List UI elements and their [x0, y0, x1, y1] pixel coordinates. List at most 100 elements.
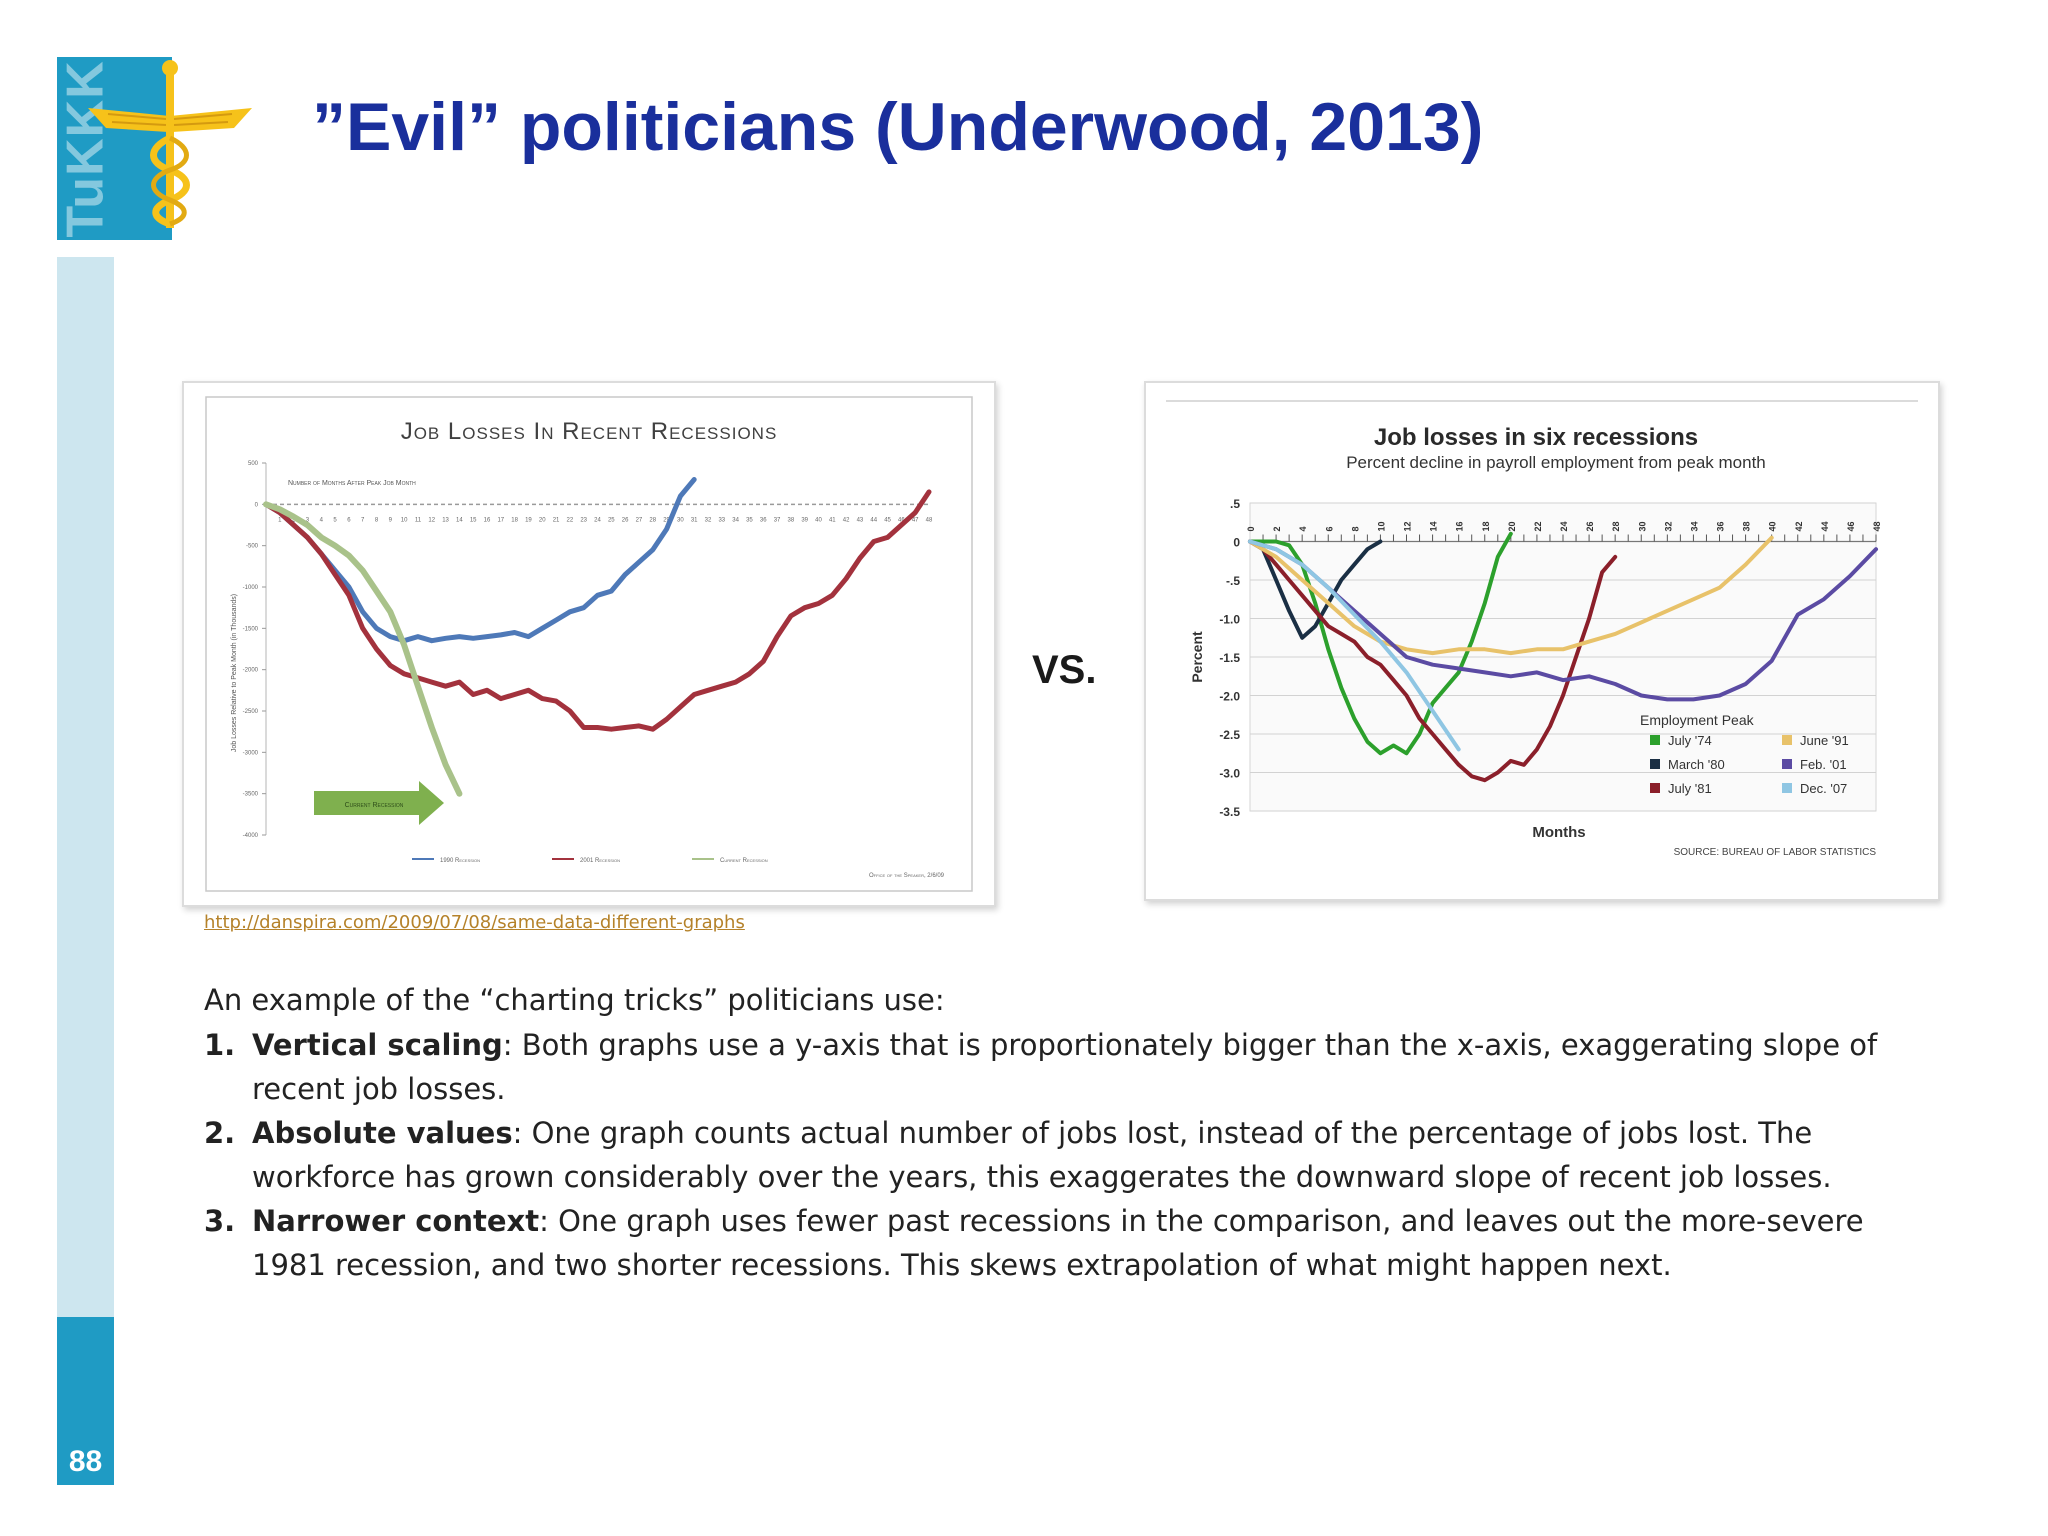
x-tick-label: 8: [1350, 526, 1360, 531]
list-item: 1. Vertical scaling: Both graphs use a y…: [204, 1023, 1894, 1111]
x-tick-label: 32: [705, 517, 712, 523]
y-tick-label: -1500: [243, 626, 259, 632]
x-tick-label: 6: [347, 517, 351, 523]
x-tick-label: 38: [788, 517, 795, 523]
x-tick-label: 30: [1637, 521, 1647, 531]
legend-label: Dec. '07: [1800, 781, 1847, 796]
legend-swatch: [1650, 759, 1660, 769]
chart-legend: 1990 Recession 2001 Recession Current Rece…: [412, 858, 768, 864]
item-number: 1.: [204, 1028, 236, 1062]
series-line: [1248, 535, 1774, 656]
vs-label: VS.: [1032, 648, 1097, 692]
x-tick-label: 30: [677, 517, 684, 523]
x-tick-label: 20: [1507, 521, 1517, 531]
y-tick-label: .5: [1230, 497, 1240, 511]
y-tick-label: -3.5: [1219, 805, 1240, 819]
legend-swatch: [1650, 735, 1660, 745]
legend-swatch: [1782, 759, 1792, 769]
x-tick-label: 1: [278, 517, 282, 523]
x-tick-label: 44: [870, 517, 877, 523]
y-tick-label: -2000: [243, 668, 259, 674]
x-tick-label: 18: [1481, 521, 1491, 531]
series-line: [263, 489, 932, 732]
x-tick-label: 4: [320, 517, 324, 523]
x-tick-label: 16: [1455, 521, 1465, 531]
x-tick-label: 24: [1559, 521, 1569, 531]
legend-label: Feb. '01: [1800, 757, 1847, 772]
x-tick-label: 34: [1689, 521, 1699, 531]
x-tick-label: 22: [1533, 521, 1543, 531]
item-number: 2.: [204, 1116, 236, 1150]
x-tick-label: 7: [361, 517, 365, 523]
chart-credit: Office of the Speaker, 2/6/09: [869, 873, 945, 879]
sidebar-strip: [57, 257, 114, 1317]
legend-swatch: [1650, 783, 1660, 793]
x-tick-label: 43: [857, 517, 864, 523]
series-line: [263, 477, 697, 644]
tricks-list: 1. Vertical scaling: Both graphs use a y…: [204, 1023, 1894, 1287]
y-tick-label: 0: [1233, 536, 1240, 550]
x-tick-label: 22: [567, 517, 574, 523]
y-tick-label: -1.5: [1219, 651, 1240, 665]
item-text: : Both graphs use a y-axis that is propo…: [252, 1028, 1878, 1106]
legend-swatch: [1782, 735, 1792, 745]
x-tick-label: 42: [843, 517, 850, 523]
y-tick-label: 0: [255, 502, 259, 508]
x-tick-label: 10: [1376, 521, 1386, 531]
legend-label: 1990 Recession: [440, 858, 480, 864]
x-tick-label: 42: [1794, 521, 1804, 531]
x-tick-label: 17: [497, 517, 504, 523]
x-tick-label: 23: [580, 517, 587, 523]
x-tick-label: 45: [884, 517, 891, 523]
x-tick-label: 36: [760, 517, 767, 523]
x-tick-label: 20: [539, 517, 546, 523]
legend-label: July '81: [1668, 781, 1712, 796]
y-tick-label: -2.5: [1219, 728, 1240, 742]
x-tick-label: 33: [718, 517, 725, 523]
intro-text: An example of the “charting tricks” poli…: [204, 983, 945, 1017]
sidebar-footer: [57, 1317, 114, 1485]
item-text: : One graph uses fewer past recessions i…: [252, 1204, 1864, 1282]
x-tick-label: 3: [306, 517, 310, 523]
x-tick-label: 2: [1272, 526, 1282, 531]
item-term: Absolute values: [252, 1116, 513, 1150]
y-tick-label: -500: [246, 544, 259, 550]
x-tick-label: 37: [774, 517, 781, 523]
chart-legend: Employment Peak July '74 March '80 July '8…: [1640, 712, 1849, 796]
x-tick-label: 16: [484, 517, 491, 523]
chart-title: Job Losses In Recent Recessions: [401, 418, 778, 445]
source-link[interactable]: http://danspira.com/2009/07/08/same-data…: [204, 912, 745, 933]
x-tick-label: 15: [470, 517, 477, 523]
x-tick-label: 34: [732, 517, 739, 523]
x-tick-label: 9: [389, 517, 393, 523]
legend-label: July '74: [1668, 733, 1712, 748]
chart-frame: [205, 396, 973, 892]
x-tick-label: 32: [1663, 521, 1673, 531]
x-tick-label: 40: [1768, 521, 1778, 531]
chart-job-losses-percent: Job losses in six recessions Percent dec…: [1166, 400, 1918, 858]
x-tick-label: 46: [1846, 521, 1856, 531]
x-tick-label: 28: [649, 517, 656, 523]
x-tick-label: 19: [525, 517, 532, 523]
y-tick-label: -.5: [1226, 574, 1240, 588]
x-tick-label: 13: [442, 517, 449, 523]
x-tick-label: 26: [622, 517, 629, 523]
x-tick-label: 31: [691, 517, 698, 523]
page-number: 88: [68, 1445, 103, 1478]
slide-title: ”Evil” politicians (Underwood, 2013): [312, 89, 1484, 165]
x-tick-label: 8: [375, 517, 379, 523]
arrow-label: Current Recession: [345, 802, 404, 809]
x-tick-label: 35: [746, 517, 753, 523]
x-tick-label: 46: [898, 517, 905, 523]
legend-label: 2001 Recession: [580, 858, 620, 864]
x-tick-label: 10: [401, 517, 408, 523]
chart-card-job-losses-thousands: Job Losses In Recent Recessions Number o…: [182, 381, 996, 907]
x-tick-label: 44: [1820, 521, 1830, 531]
legend-label: Current Recession: [720, 858, 768, 864]
x-tick-label: 18: [511, 517, 518, 523]
x-tick-label: 29: [663, 517, 670, 523]
x-axis-label: Months: [1532, 824, 1585, 841]
series-line: [1248, 539, 1878, 702]
x-tick-label: 48: [926, 517, 933, 523]
x-tick-label: 36: [1716, 521, 1726, 531]
